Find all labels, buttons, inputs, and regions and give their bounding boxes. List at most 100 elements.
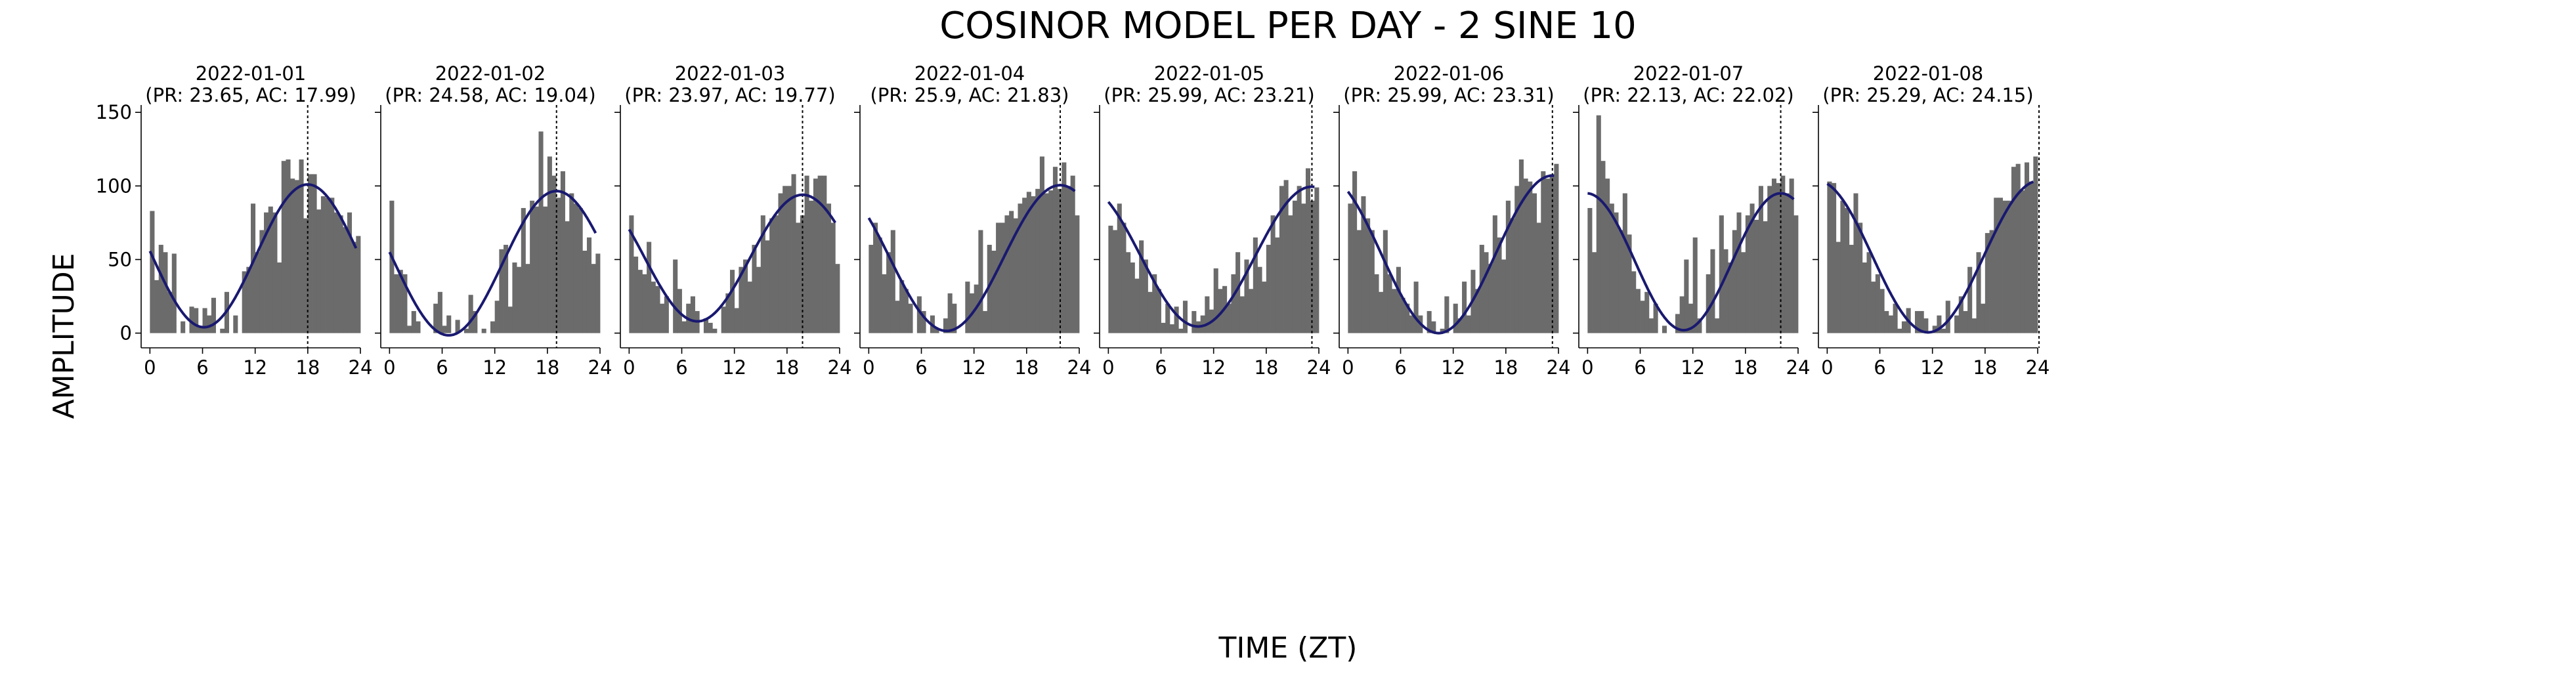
histogram-bar — [437, 291, 442, 333]
histogram-bar — [826, 203, 832, 333]
histogram-bar — [1715, 318, 1720, 333]
histogram-bar — [947, 293, 953, 333]
histogram-bar — [1866, 252, 1872, 333]
x-tick-label: 24 — [1067, 356, 1092, 379]
histogram-bar — [259, 230, 265, 333]
histogram-bar — [1174, 306, 1179, 333]
histogram-bar — [416, 321, 421, 333]
subplot-title-line: (PR: 25.99, AC: 23.21) — [1104, 84, 1314, 106]
x-tick-label: 18 — [535, 356, 559, 379]
histogram-bar — [1279, 186, 1284, 333]
histogram-bar — [1545, 179, 1551, 333]
histogram-bar — [1635, 289, 1641, 333]
x-tick-label: 0 — [623, 356, 635, 379]
x-tick-label: 0 — [1821, 356, 1833, 379]
histogram-bar — [398, 270, 403, 333]
histogram-bar — [211, 297, 216, 333]
histogram-bar — [1479, 245, 1484, 333]
x-tick-label: 0 — [144, 356, 156, 379]
histogram-bar — [1710, 249, 1715, 333]
histogram-bar — [1932, 326, 1937, 333]
histogram-bar — [1853, 193, 1858, 333]
histogram-bar — [1405, 303, 1410, 333]
histogram-bar — [1165, 303, 1170, 333]
histogram-bar — [1536, 222, 1541, 333]
cosinor-fit-line — [1346, 174, 1555, 335]
histogram-bar — [547, 156, 552, 333]
histogram-bar — [1275, 237, 1280, 333]
histogram-bar — [1985, 233, 1990, 333]
histogram-bar — [1858, 222, 1863, 333]
histogram-bar — [150, 211, 155, 333]
histogram-bar — [1750, 203, 1755, 333]
histogram-bar — [703, 318, 708, 333]
histogram-bar — [1148, 291, 1153, 333]
histogram-bar — [538, 131, 544, 333]
histogram-bar — [504, 245, 509, 333]
histogram-bar — [1283, 180, 1289, 333]
histogram-bar — [534, 206, 539, 333]
histogram-bar — [158, 245, 163, 333]
histogram-bar — [2002, 200, 2007, 333]
subplot-4: 2022-01-04(PR: 25.9, AC: 21.83) 0 6 12 18 24 — [854, 62, 1091, 379]
histogram-bar — [565, 221, 570, 333]
histogram-bar — [1728, 262, 1733, 333]
histogram-bar — [446, 315, 452, 333]
histogram-bar — [1231, 274, 1236, 333]
histogram-bar — [1039, 156, 1044, 333]
histogram-bar — [1488, 264, 1493, 333]
histogram-bar — [255, 252, 260, 333]
histogram-bar — [708, 322, 713, 333]
histogram-bar — [877, 237, 882, 333]
histogram-bar — [1605, 179, 1610, 333]
histogram-bar — [1431, 321, 1436, 333]
histogram-bar — [1732, 230, 1737, 333]
histogram-bar — [442, 326, 447, 333]
histogram-bar — [1400, 297, 1406, 333]
histogram-bar — [1226, 303, 1232, 333]
histogram-bar — [277, 262, 282, 333]
y-tick-label: 50 — [108, 248, 132, 270]
histogram-bar — [1009, 211, 1014, 333]
y-tick-label: 0 — [120, 322, 132, 345]
x-tick-label: 0 — [383, 356, 395, 379]
histogram-bar — [835, 264, 840, 333]
histogram-bar — [1994, 198, 1999, 333]
histogram-bar — [747, 282, 752, 333]
subplot-title-line: (PR: 23.65, AC: 17.99) — [145, 84, 356, 106]
histogram-bar — [1200, 315, 1205, 333]
histogram-bar — [1035, 188, 1041, 333]
histogram-bar — [1161, 322, 1166, 333]
histogram-bar — [481, 328, 486, 333]
histogram-bar — [903, 289, 909, 333]
histogram-bar — [1862, 262, 1867, 333]
x-tick-label: 6 — [1874, 356, 1885, 379]
subplot-title-line: (PR: 23.97, AC: 19.77) — [624, 84, 835, 106]
x-tick-label: 12 — [722, 356, 746, 379]
histogram-bar — [281, 161, 286, 333]
histogram-bar — [1108, 225, 1113, 333]
x-tick-label: 6 — [1155, 356, 1167, 379]
histogram-bar — [330, 198, 335, 333]
histogram-bar — [1741, 252, 1746, 333]
histogram-bar — [1514, 186, 1520, 333]
x-tick-label: 12 — [1201, 356, 1226, 379]
histogram-bar — [181, 321, 186, 333]
histogram-bar — [734, 308, 739, 333]
histogram-bar — [730, 270, 735, 333]
histogram-bar — [791, 174, 796, 333]
histogram-bar — [1213, 268, 1218, 333]
histogram-bar — [921, 310, 926, 333]
histogram-bar — [1596, 115, 1601, 333]
histogram-bar — [1510, 218, 1515, 333]
histogram-bar — [1832, 182, 1837, 333]
cosinor-fit-line — [867, 184, 1076, 333]
x-tick-label: 24 — [1547, 356, 1571, 379]
subplot-3: 2022-01-03(PR: 23.97, AC: 19.77) 0 6 12 18 24 — [614, 62, 851, 379]
histogram-bar — [1218, 289, 1223, 333]
histogram-bar — [411, 310, 416, 333]
histogram-bar — [673, 259, 678, 333]
histogram-bar — [347, 212, 353, 333]
histogram-bar — [1244, 259, 1249, 333]
x-tick-label: 6 — [1634, 356, 1646, 379]
